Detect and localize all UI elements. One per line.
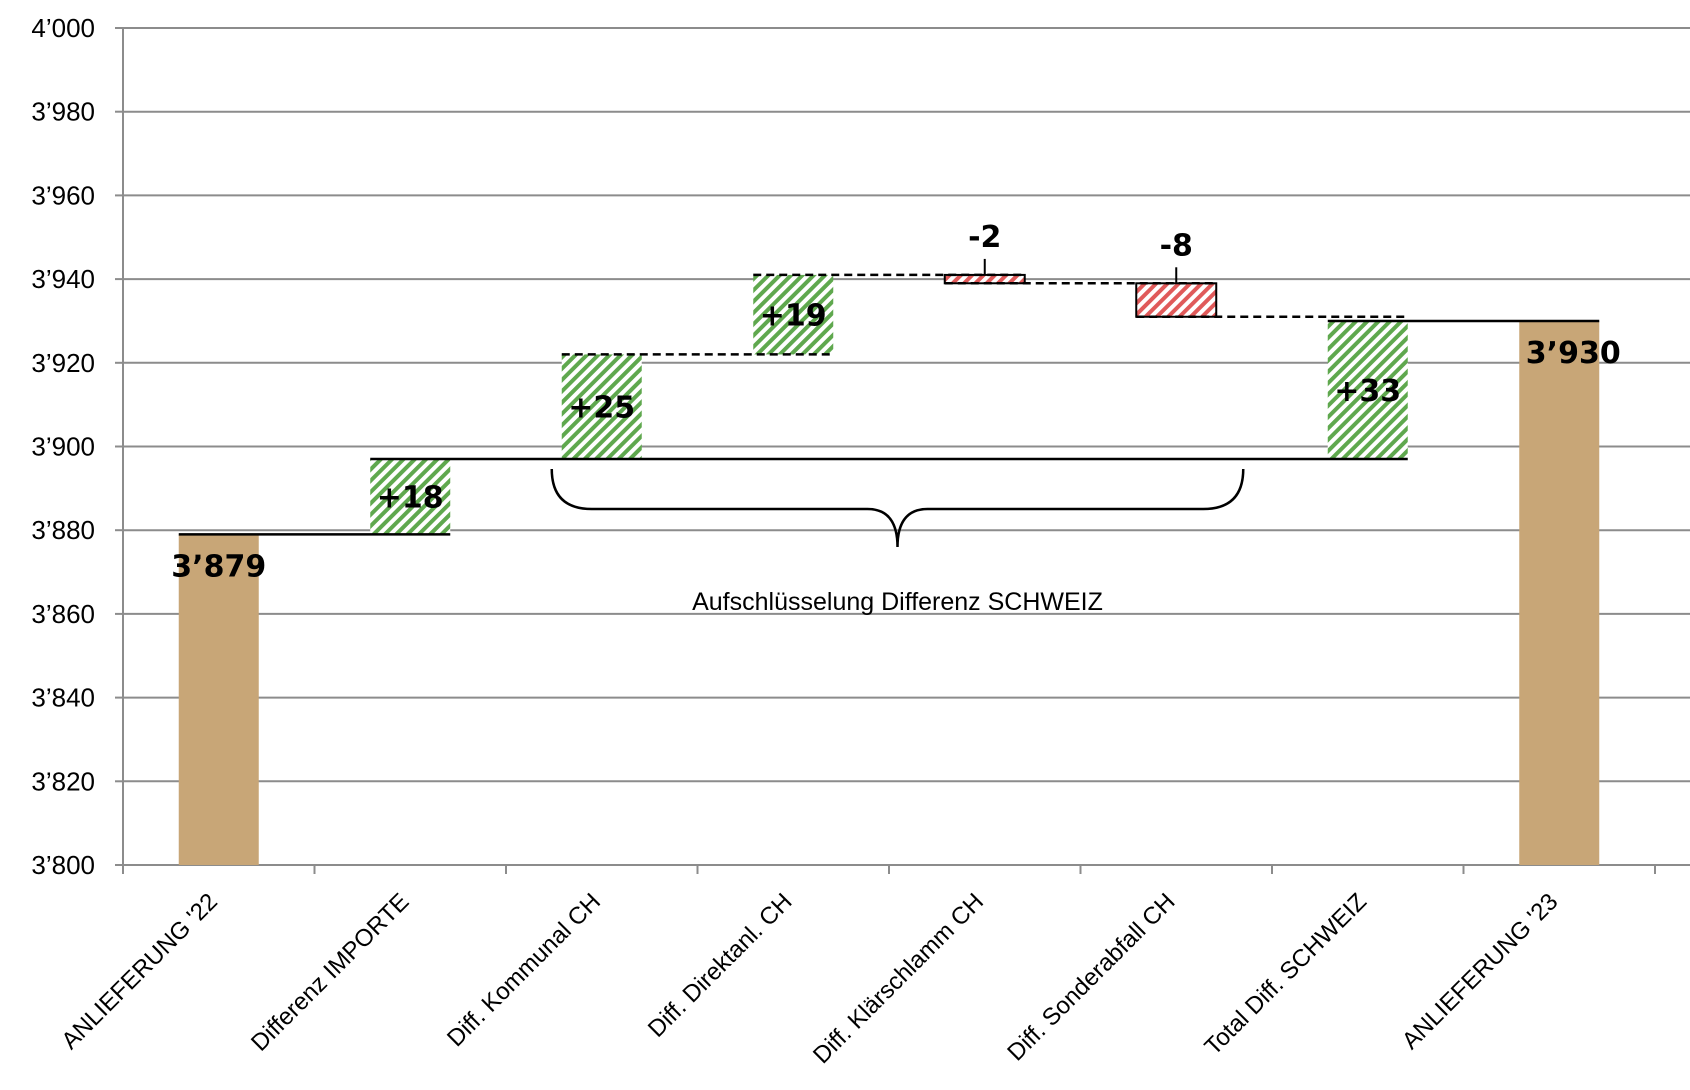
y-tick-label: 3’880 bbox=[31, 515, 95, 545]
bar-increase bbox=[1327, 320, 1408, 460]
y-tick-label: 3’920 bbox=[31, 348, 95, 378]
x-tick-label: Diff. Direktanl. CH bbox=[643, 888, 798, 1043]
bar-increase bbox=[561, 354, 642, 460]
connector-lines-layer bbox=[178, 273, 1600, 536]
y-tick-label: 3’820 bbox=[31, 766, 95, 796]
bar-increase bbox=[370, 459, 451, 535]
y-tick-label: 3’800 bbox=[31, 850, 95, 880]
x-tick-label: Diff. Kommunal CH bbox=[442, 888, 606, 1052]
x-tick-label: ANLIEFERUNG '23 bbox=[1397, 888, 1564, 1055]
bar-decrease bbox=[943, 273, 1026, 285]
y-tick-label: 3’960 bbox=[31, 180, 95, 210]
x-tick-label: ANLIEFERUNG '22 bbox=[56, 888, 223, 1055]
y-tick-label: 3’900 bbox=[31, 432, 95, 462]
bar-total bbox=[1519, 320, 1600, 865]
data-label: +19 bbox=[760, 299, 827, 334]
bars-layer bbox=[178, 273, 1600, 865]
x-tick-label: Diff. Sonderabfall CH bbox=[1002, 888, 1180, 1066]
annotation-brace bbox=[550, 469, 1245, 548]
data-label: +18 bbox=[377, 481, 444, 516]
x-tick-label: Differenz IMPORTE bbox=[246, 888, 414, 1056]
annotation-text: Aufschlüsselung Differenz SCHWEIZ bbox=[692, 588, 1103, 616]
y-tick-label: 3’980 bbox=[31, 97, 95, 127]
data-label: -8 bbox=[1160, 228, 1193, 263]
bar-decrease bbox=[1135, 282, 1218, 318]
bar-increase bbox=[753, 274, 834, 355]
x-tick-label: Total Diff. SCHWEIZ bbox=[1200, 888, 1372, 1060]
data-label: +25 bbox=[568, 391, 635, 426]
data-label: -2 bbox=[968, 220, 1001, 255]
data-label: 3’879 bbox=[171, 549, 266, 584]
y-tick-label: 3’860 bbox=[31, 599, 95, 629]
y-tick-label: 3’840 bbox=[31, 683, 95, 713]
annotation-layer: Aufschlüsselung Differenz SCHWEIZ bbox=[550, 469, 1245, 616]
bar-total bbox=[178, 534, 259, 865]
y-tick-label: 4’000 bbox=[31, 13, 95, 43]
data-label: 3’930 bbox=[1526, 336, 1621, 371]
labels-layer: 3’879 +18 +25 +19 -2 -8 +33 3’930 bbox=[171, 220, 1620, 584]
y-tick-label: 3’940 bbox=[31, 264, 95, 294]
data-label: +33 bbox=[1334, 374, 1401, 409]
grid-layer: 3’800 3’820 3’840 3’860 3’880 3’900 3’920 3’940… bbox=[31, 13, 1690, 1069]
x-tick-label: Diff. Klärschlamm CH bbox=[808, 888, 989, 1069]
